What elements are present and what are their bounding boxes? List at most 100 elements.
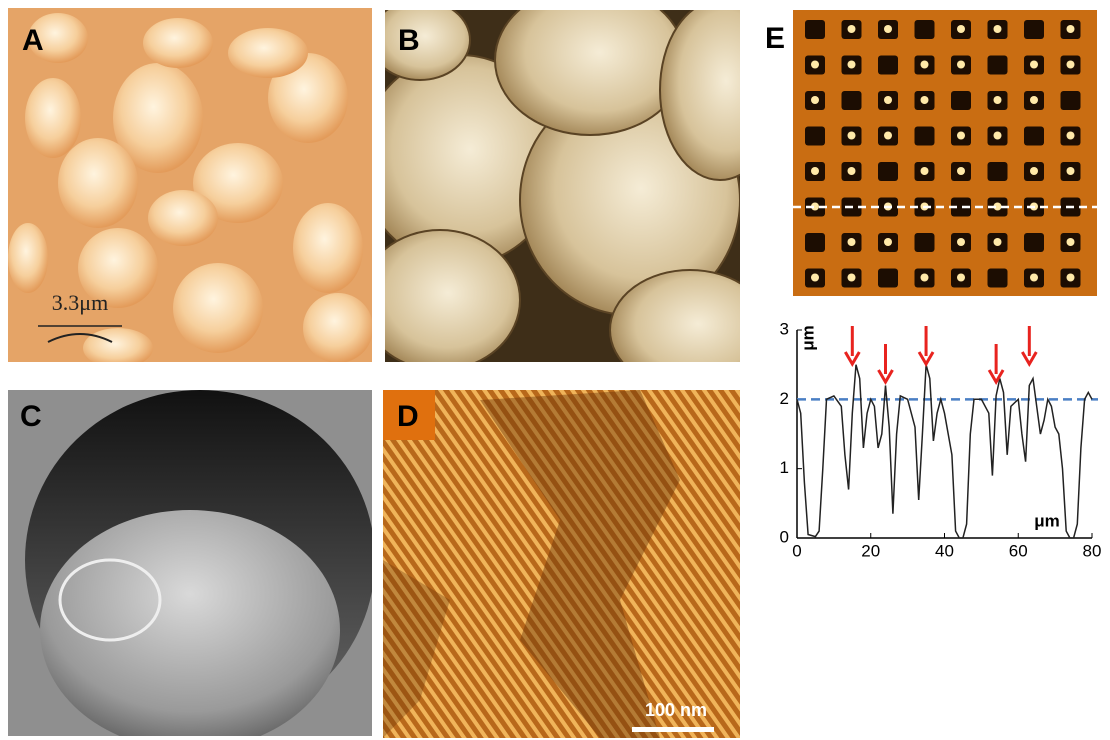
peak-arrow bbox=[987, 344, 1005, 385]
pit bbox=[1060, 91, 1081, 110]
cell bbox=[385, 10, 471, 81]
shadow bbox=[383, 560, 450, 738]
deposit bbox=[811, 96, 819, 104]
grain bbox=[78, 228, 158, 308]
pit bbox=[987, 55, 1008, 75]
panel-e-image bbox=[793, 10, 1097, 296]
deposit bbox=[957, 60, 965, 69]
grain bbox=[58, 138, 138, 228]
deposit bbox=[993, 202, 1002, 211]
scale-bar bbox=[632, 727, 714, 732]
scale-bar-label: 100 nm bbox=[645, 700, 707, 720]
pit bbox=[914, 233, 935, 252]
deposit bbox=[1066, 273, 1075, 282]
grain bbox=[173, 263, 263, 353]
dome bbox=[40, 510, 340, 736]
panel-a-texture bbox=[8, 13, 372, 362]
pit bbox=[805, 126, 825, 146]
fiber bbox=[58, 558, 162, 642]
pit bbox=[805, 233, 825, 252]
peak-arrow bbox=[877, 344, 894, 385]
panel-b-texture bbox=[385, 10, 740, 362]
deposit bbox=[993, 131, 1002, 140]
x-tick-label: 60 bbox=[1009, 541, 1028, 560]
deposit bbox=[1066, 60, 1075, 69]
deposit bbox=[920, 60, 929, 69]
pit bbox=[878, 268, 898, 288]
pit bbox=[1024, 126, 1044, 146]
pit bbox=[987, 268, 1008, 288]
grain bbox=[228, 28, 308, 78]
deposit bbox=[847, 131, 856, 140]
deposit bbox=[811, 60, 819, 69]
panel-label: E bbox=[765, 22, 785, 55]
panel-label: C bbox=[20, 400, 42, 433]
peak-arrow bbox=[917, 326, 935, 367]
deposit bbox=[920, 273, 929, 282]
x-tick-label: 20 bbox=[861, 541, 880, 560]
deposit bbox=[1066, 167, 1075, 175]
deposit bbox=[811, 202, 819, 211]
deposit bbox=[1066, 131, 1075, 140]
pit bbox=[805, 20, 825, 39]
scale-arc bbox=[47, 333, 113, 343]
x-axis-label: μm bbox=[1034, 511, 1060, 530]
pit bbox=[987, 162, 1008, 181]
peak-arrow bbox=[844, 326, 861, 367]
grain bbox=[28, 13, 88, 63]
pit bbox=[841, 91, 862, 110]
x-tick-label: 40 bbox=[935, 541, 954, 560]
pit bbox=[914, 126, 935, 146]
grain bbox=[268, 53, 348, 143]
deposit bbox=[884, 96, 892, 104]
deposit bbox=[957, 131, 965, 140]
deposit bbox=[993, 238, 1002, 246]
x-tick-label: 0 bbox=[792, 541, 801, 560]
scale-bar-label: 3.3μm bbox=[52, 290, 108, 315]
x-tick-label: 80 bbox=[1083, 541, 1102, 560]
deposit bbox=[847, 25, 856, 33]
deposit bbox=[993, 25, 1002, 33]
label-box bbox=[383, 390, 435, 440]
deposit bbox=[884, 238, 892, 246]
deposit bbox=[884, 25, 892, 33]
deposit bbox=[920, 167, 929, 175]
deposit bbox=[847, 238, 856, 246]
deposit bbox=[1030, 167, 1038, 175]
deposit bbox=[884, 131, 892, 140]
grain bbox=[293, 203, 363, 293]
deposit bbox=[1066, 25, 1075, 33]
panel-d-image bbox=[383, 390, 740, 738]
grain bbox=[193, 143, 283, 223]
cell bbox=[385, 229, 521, 362]
y-tick-label: 1 bbox=[780, 458, 789, 477]
profile bbox=[796, 364, 1093, 539]
pit bbox=[951, 91, 971, 110]
deposit bbox=[1066, 238, 1075, 246]
shadow bbox=[480, 390, 680, 738]
pit bbox=[878, 55, 898, 75]
grain bbox=[8, 223, 48, 293]
deposit bbox=[1030, 96, 1038, 104]
peak-arrow bbox=[1021, 326, 1038, 367]
pit bbox=[951, 197, 971, 217]
panel-e-texture bbox=[805, 20, 1081, 288]
cell bbox=[494, 10, 686, 136]
deposit bbox=[847, 167, 856, 175]
cell bbox=[609, 269, 740, 362]
deposit bbox=[957, 238, 965, 246]
pit bbox=[1024, 233, 1044, 252]
pit bbox=[914, 20, 935, 39]
pit bbox=[1024, 20, 1044, 39]
panel-label: D bbox=[397, 400, 419, 433]
y-tick-label: 2 bbox=[780, 389, 789, 408]
deposit bbox=[957, 167, 965, 175]
panel-d-texture bbox=[383, 390, 680, 738]
panel-label: A bbox=[22, 24, 44, 57]
profile-chart: 0 1 2 3 0 20 40 60 80 μm μm bbox=[780, 319, 1102, 560]
grain bbox=[25, 78, 81, 158]
y-axis-label: μm bbox=[798, 325, 817, 351]
deposit bbox=[993, 96, 1002, 104]
y-tick-label: 3 bbox=[780, 319, 789, 338]
